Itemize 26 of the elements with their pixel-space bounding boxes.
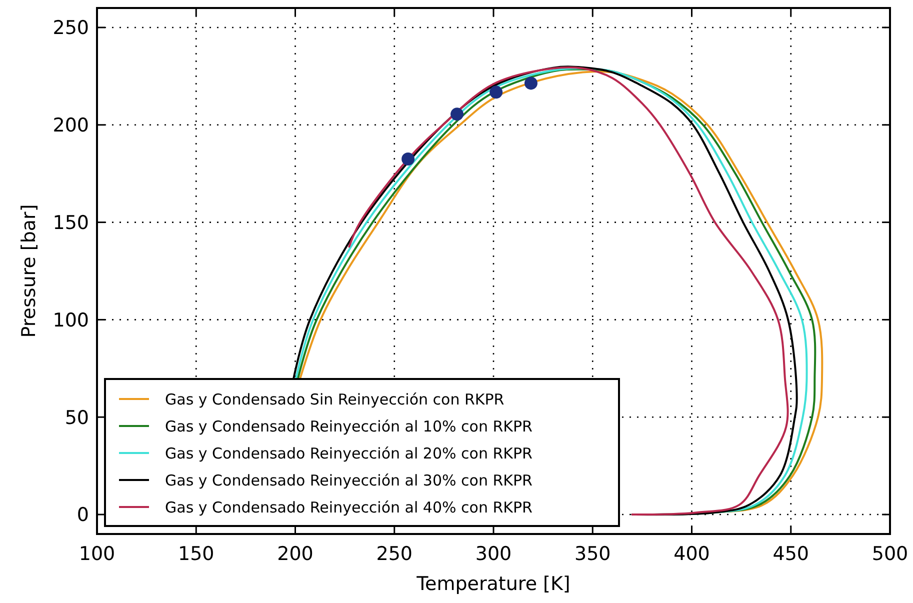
y-tick-label: 150 [52, 212, 89, 234]
x-tick-label: 450 [772, 543, 810, 565]
x-tick-label: 150 [178, 543, 214, 565]
y-tick-label: 0 [76, 504, 89, 526]
x-tick-label: 100 [78, 543, 116, 565]
y-tick-label: 200 [52, 114, 89, 137]
y-tick-label: 250 [52, 17, 89, 40]
point [402, 152, 415, 166]
legend-label: Gas y Condensado Reinyección al 40% con RKPR [165, 498, 532, 516]
legend-label: Gas y Condensado Reinyección al 20% con RKPR [165, 444, 532, 462]
x-tick-label: 200 [277, 543, 314, 565]
legend-label: Gas y Condensado Reinyección al 10% con RKPR [165, 417, 532, 436]
x-tick-label: 500 [872, 543, 908, 565]
x-tick-label: 350 [574, 543, 611, 565]
x-tick-label: 400 [674, 543, 710, 565]
y-axis-title: Pressure [bar] [18, 204, 40, 338]
point [524, 76, 538, 90]
point [490, 86, 503, 99]
x-axis-title: Temperature [K] [416, 573, 570, 595]
legend-label: Gas y Condensado Sin Reinyección con RKPR [165, 390, 504, 408]
y-tick-label: 50 [64, 406, 89, 429]
legend-label: Gas y Condensado Reinyección al 30% con RKPR [165, 471, 532, 490]
y-tick-label: 100 [52, 309, 89, 332]
point [450, 108, 464, 121]
x-tick-label: 300 [475, 543, 512, 565]
x-tick-label: 250 [376, 543, 413, 565]
